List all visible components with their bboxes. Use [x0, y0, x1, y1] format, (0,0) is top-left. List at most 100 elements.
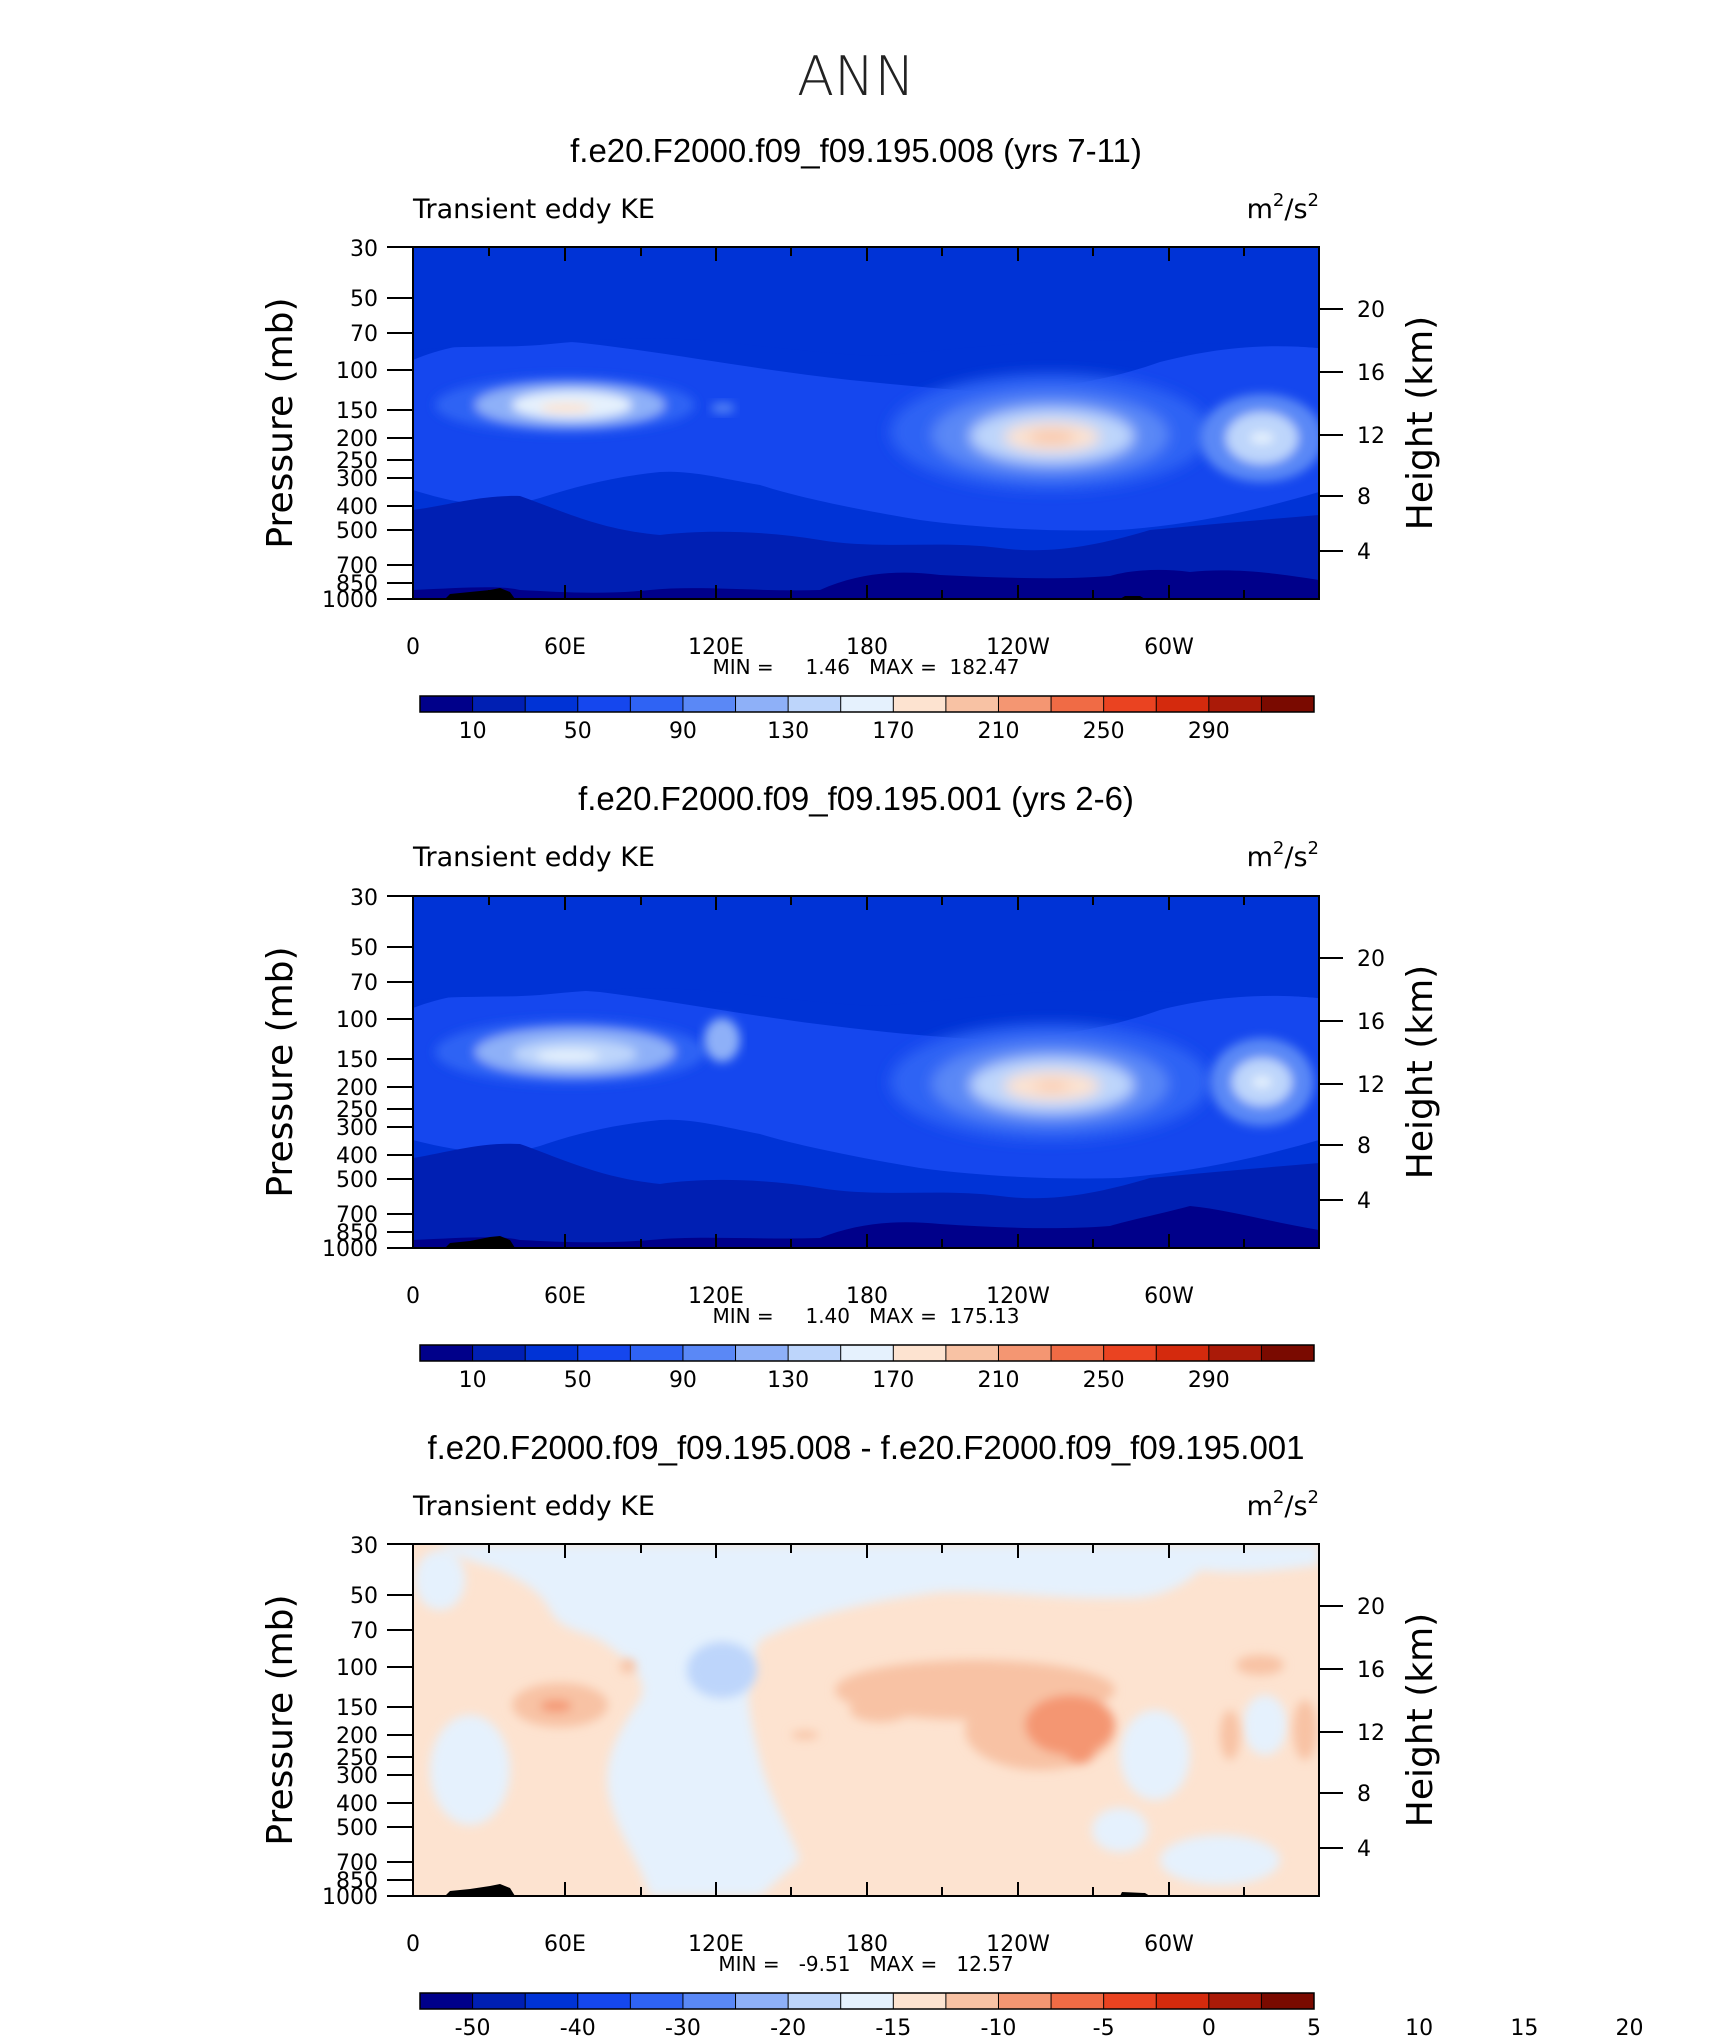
y-tick-label: 200: [336, 1076, 378, 1101]
colorbar-swatch: [682, 1993, 737, 2009]
x-tick-label: 0: [406, 1284, 420, 1309]
y-tick-label: 1000: [322, 1237, 378, 1262]
y-axis-title: Pressure (mb): [260, 1594, 301, 1845]
y-right-ticks: [1319, 957, 1343, 1201]
y-right-tick-label: 20: [1357, 947, 1385, 972]
colorbar-swatch: [893, 1345, 947, 1361]
variable-label: Transient eddy KE: [412, 1491, 655, 1522]
x-tick-label: 120W: [986, 1932, 1050, 1957]
y-right-tick-label: 8: [1357, 485, 1371, 510]
x-tick-label: 120E: [688, 635, 744, 660]
colorbar-swatch: [420, 1993, 474, 2009]
page-title: ANN: [797, 45, 915, 108]
colorbar-label: -50: [455, 2016, 491, 2038]
min-max-stats: MIN = -9.51 MAX = 12.57: [718, 1952, 1013, 1976]
colorbar-swatch: [472, 696, 526, 712]
y-right-axis-title: Height (km): [1400, 1613, 1441, 1827]
y-right-tick-label: 20: [1357, 298, 1385, 323]
x-tick-label: 60E: [544, 1932, 586, 1957]
y-tick-label: 150: [336, 1696, 378, 1721]
colorbar-label: -20: [770, 2016, 806, 2038]
contour-lower-dark: [413, 1143, 1319, 1248]
colorbar-swatch: [1156, 1345, 1210, 1361]
colorbar-swatch: [577, 1345, 631, 1361]
y-tick-label: 300: [336, 1116, 378, 1141]
jet-core-east: [435, 1020, 705, 1084]
colorbar-swatch: [840, 1993, 894, 2009]
colorbar-label: 10: [459, 1368, 487, 1393]
panel-title: f.e20.F2000.f09_f09.195.001 (yrs 2-6): [578, 780, 1134, 817]
colorbar-swatch: [577, 696, 631, 712]
y-right-ticks: [1319, 1605, 1343, 1849]
colorbar: -50-40-30-20-15-10-505101520304050: [419, 1992, 1644, 2041]
colorbar-label: 250: [1083, 1368, 1125, 1393]
minor-core: [711, 403, 735, 413]
y-tick-label: 150: [336, 1048, 378, 1073]
min-max-stats: MIN = 1.40 MAX = 175.13: [712, 1304, 1019, 1328]
y-right-tick-label: 4: [1357, 1189, 1371, 1214]
x-tick-label: 0: [406, 635, 420, 660]
y-tick-label: 700: [336, 554, 378, 579]
y-right-tick-label: 16: [1357, 1010, 1385, 1035]
jet-core-atlantic: [1210, 1038, 1314, 1126]
colorbar-label: 0: [1202, 2016, 1216, 2038]
colorbar-swatch: [788, 696, 842, 712]
colorbar-label: 50: [564, 719, 592, 744]
y-tick-label: 70: [350, 322, 378, 347]
y-tick-label: 1000: [322, 1885, 378, 1910]
y-tick-label: 850: [336, 572, 378, 597]
y-tick-label: 1000: [322, 588, 378, 613]
colorbar-swatch: [788, 1993, 842, 2009]
colorbar-swatch: [630, 1345, 684, 1361]
y-tick-label: 250: [336, 1746, 378, 1771]
colorbar-label: 210: [977, 719, 1019, 744]
y-right-ticks: [1319, 308, 1343, 552]
y-axis-right: 20 16 12 8 4 Height (km): [1319, 1595, 1441, 1862]
y-tick-label: 30: [350, 1534, 378, 1559]
colorbar-swatch: [1156, 696, 1210, 712]
y-tick-label: 250: [336, 1098, 378, 1123]
jet-core-pacific: [890, 1024, 1210, 1140]
minor-core: [704, 1018, 740, 1062]
colorbar-label: 170: [872, 1368, 914, 1393]
colorbar-swatch: [682, 696, 737, 712]
contour-stratosphere: [413, 896, 1319, 1006]
x-tick-label: 60W: [1144, 1932, 1194, 1957]
colorbar-swatch: [525, 1993, 579, 2009]
contour-lower-dark: [413, 495, 1319, 599]
y-right-tick-label: 12: [1357, 1073, 1385, 1098]
y-tick-label: 500: [336, 519, 378, 544]
colorbar-swatch: [840, 1345, 894, 1361]
positive-anomaly: [512, 1655, 1317, 1770]
y-tick-label: 100: [336, 1656, 378, 1681]
colorbar-frame: [419, 1992, 1315, 2010]
x-tick-label: 120W: [986, 635, 1050, 660]
colorbar-swatch: [735, 696, 789, 712]
colorbar-frame: [419, 1344, 1315, 1362]
colorbar-label: -10: [981, 2016, 1017, 2038]
colorbar-swatch: [525, 696, 579, 712]
y-right-tick-label: 4: [1357, 540, 1371, 565]
colorbar-label: 210: [977, 1368, 1019, 1393]
x-axis: 0 60E 120E 180 120W 60W: [406, 247, 1245, 660]
y-right-tick-label: 8: [1357, 1134, 1371, 1159]
colorbar-swatch: [1208, 1345, 1262, 1361]
colorbar-swatch: [945, 696, 999, 712]
y-axis-title: Pressure (mb): [260, 946, 301, 1197]
y-ticks: [387, 895, 413, 1249]
colorbar-swatch: [998, 1993, 1052, 2009]
y-tick-label: 400: [336, 1144, 378, 1169]
x-tick-label: 60E: [544, 635, 586, 660]
colorbar-swatch: [893, 1993, 947, 2009]
negative-core: [687, 1642, 757, 1698]
colorbar-swatch: [1051, 1345, 1105, 1361]
y-right-axis-title: Height (km): [1400, 316, 1441, 530]
colorbar-swatch: [945, 1345, 999, 1361]
y-right-tick-label: 12: [1357, 424, 1385, 449]
y-axis-left: 30 50 70 100 150 200 250 300 400 500 700…: [260, 1534, 413, 1910]
y-tick-label: 70: [350, 1619, 378, 1644]
y-tick-label: 300: [336, 467, 378, 492]
colorbar-label: -40: [560, 2016, 596, 2038]
colorbar-label: 20: [1616, 2016, 1644, 2038]
